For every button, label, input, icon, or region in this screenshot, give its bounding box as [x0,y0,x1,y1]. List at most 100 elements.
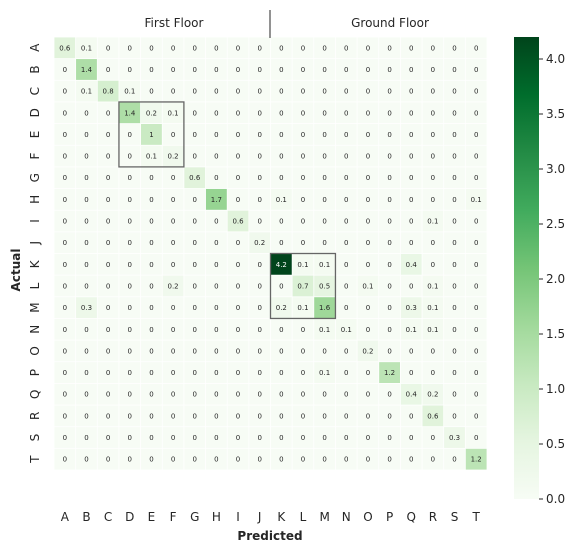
cell-value-label: 0 [106,131,110,139]
cell-value-label: 0 [279,66,283,74]
cell-value-label: 0 [84,261,88,269]
heatmap-cell [379,383,400,405]
cell-value-label: 0.1 [319,369,330,377]
heatmap-cell [292,167,314,189]
heatmap-cell [314,253,336,275]
heatmap-cell [184,253,206,275]
heatmap-cell [379,232,400,254]
heatmap-cell [205,102,227,124]
heatmap-cell [97,145,119,167]
heatmap-cell [227,188,249,210]
cell-value-label: 0 [236,304,240,312]
cell-value-label: 0 [366,44,370,52]
cell-value-label: 0 [301,131,305,139]
cell-value-label: 0 [171,304,175,312]
heatmap-cell [357,124,379,145]
cell-value-label: 0 [149,66,153,74]
heatmap-cell [141,37,162,59]
heatmap-cell [335,318,357,340]
cell-value-label: 0.6 [189,174,201,182]
heatmap-cell [270,167,292,189]
heatmap-cell [444,318,465,340]
cell-value-label: 0 [387,174,391,182]
cell-value-label: 0 [387,282,391,290]
heatmap-cell [270,383,292,405]
group-label-ground-floor: Ground Floor [351,16,429,30]
heatmap-cell [184,232,206,254]
heatmap-cell [249,167,271,189]
cell-value-label: 0 [106,196,110,204]
heatmap-cell [162,405,184,427]
heatmap-cell [162,188,184,210]
cell-value-label: 0 [257,412,261,420]
heatmap-cell [227,340,249,362]
cell-value-label: 0 [279,218,283,226]
cell-value-label: 0 [344,304,348,312]
cell-value-label: 0 [322,109,326,117]
heatmap-cell [227,80,249,102]
heatmap-cell [379,448,400,470]
cell-value-label: 0 [279,131,283,139]
heatmap-cell [379,340,400,362]
heatmap-cell [162,37,184,59]
cell-value-label: 0 [344,66,348,74]
cell-value-label: 0 [474,282,478,290]
heatmap-cell [357,340,379,362]
cell-value-label: 0 [344,261,348,269]
heatmap-cell [184,124,206,145]
cell-value-label: 0 [214,347,218,355]
cell-value-label: 0 [257,109,261,117]
heatmap-cell [162,318,184,340]
cell-value-label: 0 [63,326,67,334]
x-tick-label: B [82,510,90,524]
heatmap-cell [162,297,184,319]
cell-value-label: 0 [171,88,175,96]
cell-value-label: 0 [387,196,391,204]
cell-value-label: 0 [214,174,218,182]
heatmap-cell [54,448,76,470]
heatmap-cell [444,37,465,59]
cell-value-label: 0 [63,196,67,204]
heatmap-cell [444,405,465,427]
heatmap-cell [379,188,400,210]
cell-value-label: 0 [257,434,261,442]
heatmap-cell [357,275,379,297]
cell-value-label: 0 [128,456,132,464]
cell-value-label: 0 [192,66,196,74]
cell-value-label: 0 [301,391,305,399]
cell-value-label: 0 [236,88,240,96]
heatmap-cell [357,383,379,405]
heatmap-cell [422,405,444,427]
cell-value-label: 0 [149,391,153,399]
cell-value-label: 0.1 [427,218,438,226]
heatmap-cell [335,102,357,124]
cell-value-label: 0 [171,174,175,182]
cell-value-label: 0 [474,218,478,226]
cell-value-label: 0 [344,347,348,355]
colorbar-tick-label: 1.5 [546,327,565,341]
heatmap-cell [184,362,206,383]
heatmap-cell [76,188,97,210]
heatmap-cell [119,340,141,362]
heatmap-cell [54,102,76,124]
heatmap-cell [379,124,400,145]
heatmap-cell [314,340,336,362]
cell-value-label: 0 [409,153,413,161]
heatmap-cell [119,102,141,124]
cell-value-label: 0 [192,131,196,139]
cell-value-label: 0 [236,391,240,399]
cell-value-label: 0 [366,304,370,312]
heatmap-cell [227,253,249,275]
heatmap-cell [162,362,184,383]
heatmap-cell [97,383,119,405]
cell-value-label: 0 [301,174,305,182]
cell-value-label: 0 [409,456,413,464]
heatmap-cell [422,167,444,189]
heatmap-cell [76,362,97,383]
cell-value-label: 0 [192,412,196,420]
cell-value-label: 0 [63,261,67,269]
cell-value-label: 0 [322,153,326,161]
cell-value-label: 0 [214,218,218,226]
heatmap-cell [465,124,487,145]
heatmap-cell [400,167,422,189]
